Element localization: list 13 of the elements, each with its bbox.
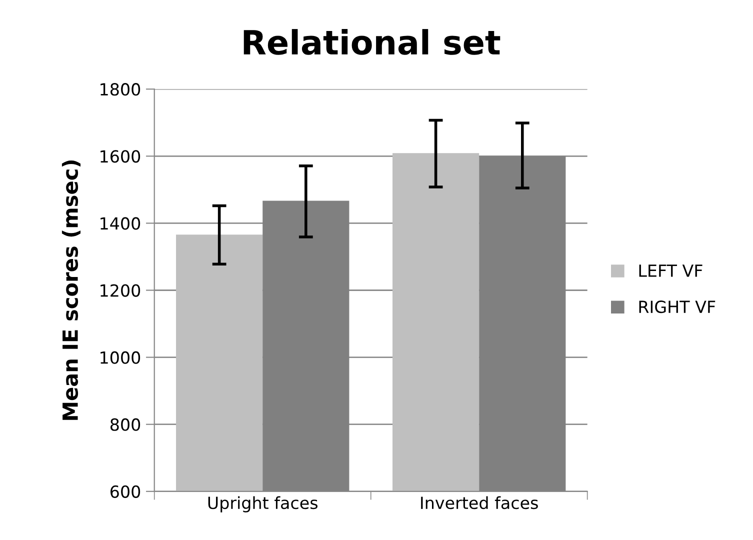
x-tick-label: Inverted faces bbox=[421, 496, 538, 510]
legend-label: LEFT VF bbox=[639, 264, 702, 277]
y-tick-label: 1400 bbox=[100, 217, 140, 230]
y-tick-label: 1200 bbox=[100, 284, 140, 297]
y-tick-label: 1000 bbox=[100, 351, 140, 364]
chart-title: Relational set bbox=[244, 29, 500, 55]
x-tick-label: Upright faces bbox=[208, 496, 318, 512]
legend-label: RIGHT VF bbox=[639, 300, 716, 314]
y-tick-label: 1800 bbox=[100, 83, 140, 96]
y-axis-title: Mean IE scores (msec) bbox=[62, 160, 80, 420]
y-tick-label: 800 bbox=[110, 418, 140, 431]
y-tick-label: 600 bbox=[110, 485, 140, 498]
y-tick-label: 1600 bbox=[100, 150, 140, 163]
